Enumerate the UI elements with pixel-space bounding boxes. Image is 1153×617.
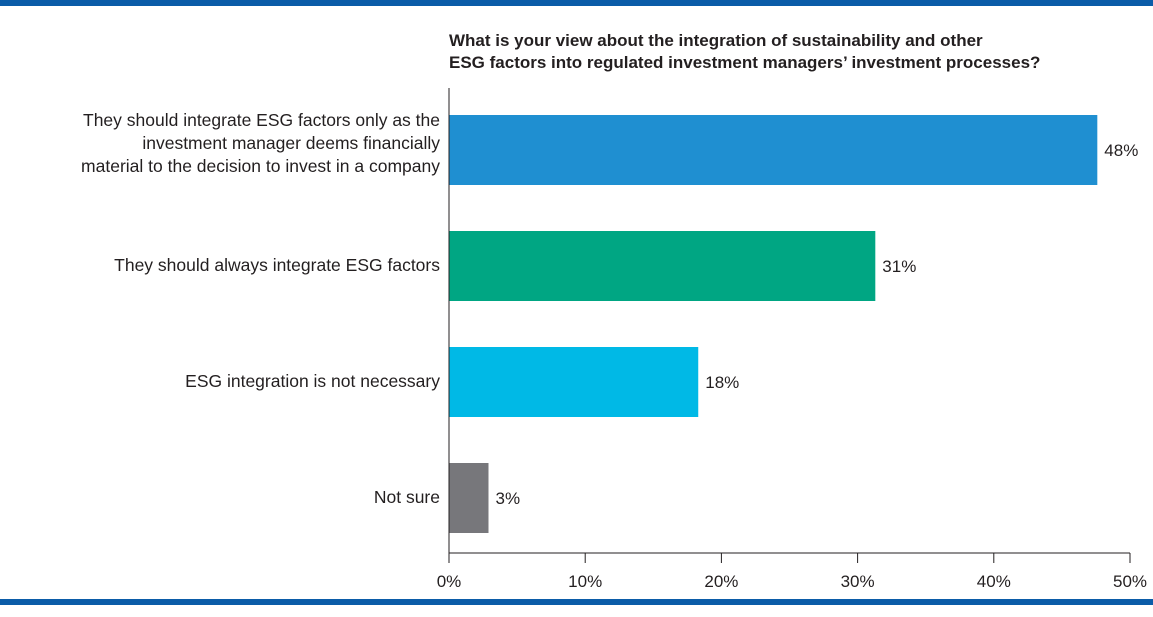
x-tick-label: 40% — [977, 572, 1011, 591]
bar — [449, 463, 489, 533]
category-label-line: They should always integrate ESG factors — [114, 255, 440, 275]
bar-value-label: 18% — [705, 373, 739, 392]
x-tick-label: 20% — [704, 572, 738, 591]
chart-title: What is your view about the integration … — [449, 30, 1153, 74]
bottom-rule — [0, 599, 1153, 605]
bar-value-label: 48% — [1104, 141, 1138, 160]
bar — [449, 231, 876, 301]
category-label-not-necessary: ESG integration is not necessary — [185, 370, 440, 393]
category-label-line: ESG integration is not necessary — [185, 371, 440, 391]
bar — [449, 115, 1098, 185]
category-label-line: Not sure — [373, 487, 440, 507]
category-label-line: They should integrate ESG factors only a… — [83, 110, 440, 130]
bar — [449, 347, 699, 417]
category-label-integrate-if-material: They should integrate ESG factors only a… — [81, 109, 440, 178]
x-tick-label: 50% — [1113, 572, 1147, 591]
x-tick-label: 0% — [437, 572, 462, 591]
category-label-always-integrate: They should always integrate ESG factors — [114, 254, 440, 277]
category-label-line: investment manager deems financially — [142, 133, 440, 153]
bar-value-label: 31% — [882, 257, 916, 276]
chart-title-line-1: What is your view about the integration … — [449, 31, 983, 50]
top-rule — [0, 0, 1153, 6]
chart-title-line-2: ESG factors into regulated investment ma… — [449, 53, 1041, 72]
x-tick-label: 30% — [841, 572, 875, 591]
category-label-line: material to the decision to invest in a … — [81, 156, 440, 176]
x-tick-label: 10% — [568, 572, 602, 591]
bar-value-label: 3% — [495, 489, 520, 508]
category-label-not-sure: Not sure — [374, 486, 440, 509]
